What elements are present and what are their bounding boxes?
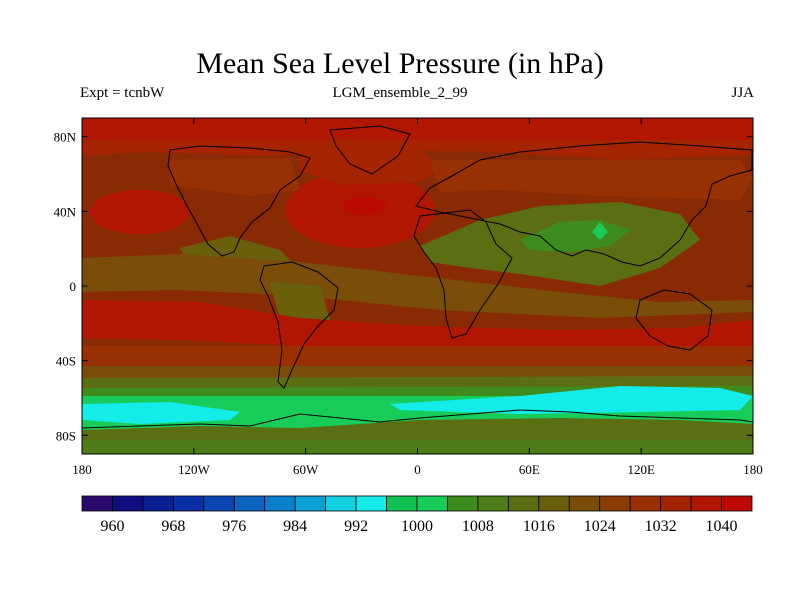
colorbar-label: 1000 (401, 518, 433, 535)
colorbar-swatch (568, 495, 601, 512)
colorbar-swatch (325, 495, 357, 512)
colorbar-swatch (447, 495, 479, 512)
pressure-band-equatorial (82, 254, 753, 318)
colorbar-swatch (112, 495, 144, 512)
colorbar-swatch (477, 495, 509, 512)
colorbar-label: 1008 (462, 518, 494, 535)
pressure-band-south-1028 (82, 346, 753, 368)
coastline-antarctica (82, 409, 753, 429)
coastline-north-america (167, 145, 311, 257)
colorbar-label: 992 (344, 518, 368, 535)
lat-tick-label: 40S (56, 354, 76, 369)
pressure-band-north-land (170, 158, 300, 196)
colorbar-swatch (142, 495, 174, 512)
pressure-band-atlantic-core (343, 197, 387, 215)
longitude-axis: 180 120W 60W 0 60E 120E 180 (72, 118, 763, 477)
pressure-band-north-polar (82, 118, 753, 140)
coastline-greenland (329, 125, 411, 175)
coastline-south-america (259, 261, 339, 389)
colorbar-swatch (294, 495, 327, 512)
colorbar-swatch (507, 495, 540, 512)
experiment-label: Expt = tcnbW (80, 85, 165, 101)
lat-tick-label: 80S (56, 428, 76, 443)
colorbar-swatch (660, 495, 692, 512)
lon-tick-label: 60W (293, 462, 319, 477)
lat-tick-label: 40N (54, 204, 77, 219)
pressure-band-asia-low-spot (592, 222, 608, 240)
pressure-band-asia-north (430, 160, 753, 200)
map-panel (81, 117, 754, 455)
colorbar-swatch (233, 495, 266, 512)
coastline-africa (413, 209, 513, 339)
colorbar-swatch (599, 495, 631, 512)
pressure-band-pacific-high (90, 190, 190, 234)
season-label: JJA (731, 85, 754, 101)
colorbar-swatch (172, 495, 205, 512)
colorbar-label: 984 (283, 518, 307, 535)
colorbar-swatch (355, 495, 387, 512)
pressure-band-southern-low-west (82, 402, 240, 424)
colorbar-swatch (81, 495, 113, 512)
colorbar-swatch (386, 495, 418, 512)
colorbar-label: 1040 (706, 518, 738, 535)
colorbar-swatch (538, 495, 570, 512)
lon-tick-label: 60E (519, 462, 540, 477)
pressure-band-southern-low-east (390, 386, 753, 414)
lon-tick-label: 0 (414, 462, 421, 477)
lon-tick-label: 180 (72, 462, 92, 477)
map-title: Mean Sea Level Pressure (in hPa) (196, 47, 604, 80)
pressure-band-south-high (82, 300, 753, 352)
colorbar-swatch (416, 495, 448, 512)
pressure-band-north-atlantic (300, 148, 440, 185)
colorbar-label: 1024 (584, 518, 616, 535)
colorbar-swatch (203, 495, 235, 512)
ensemble-label: LGM_ensemble_2_99 (332, 85, 468, 101)
colorbar-label: 968 (161, 518, 185, 535)
colorbar-label: 976 (222, 518, 246, 535)
coastlines (82, 125, 753, 429)
coastline-europe-asia (415, 141, 753, 267)
colorbar-label: 1016 (523, 518, 555, 535)
colorbar-swatch (629, 495, 662, 512)
colorbar-label: 960 (100, 518, 124, 535)
coastline-australia (635, 289, 713, 351)
colorbar-swatch (721, 495, 753, 512)
colorbar-label: 1032 (645, 518, 677, 535)
pressure-band-antarctic-core (82, 440, 753, 454)
lat-tick-label: 80N (54, 130, 77, 145)
lon-tick-label: 180 (743, 462, 763, 477)
latitude-axis: 80N 40N 0 40S 80S (54, 130, 753, 443)
colorbar-swatch (264, 495, 296, 512)
lon-tick-label: 120W (178, 462, 211, 477)
lon-tick-label: 120E (627, 462, 655, 477)
colorbar: 960 968 976 984 992 1000 1008 1016 1024 1032 1040 (81, 495, 753, 535)
lat-tick-label: 0 (70, 279, 77, 294)
colorbar-swatch (690, 495, 722, 512)
